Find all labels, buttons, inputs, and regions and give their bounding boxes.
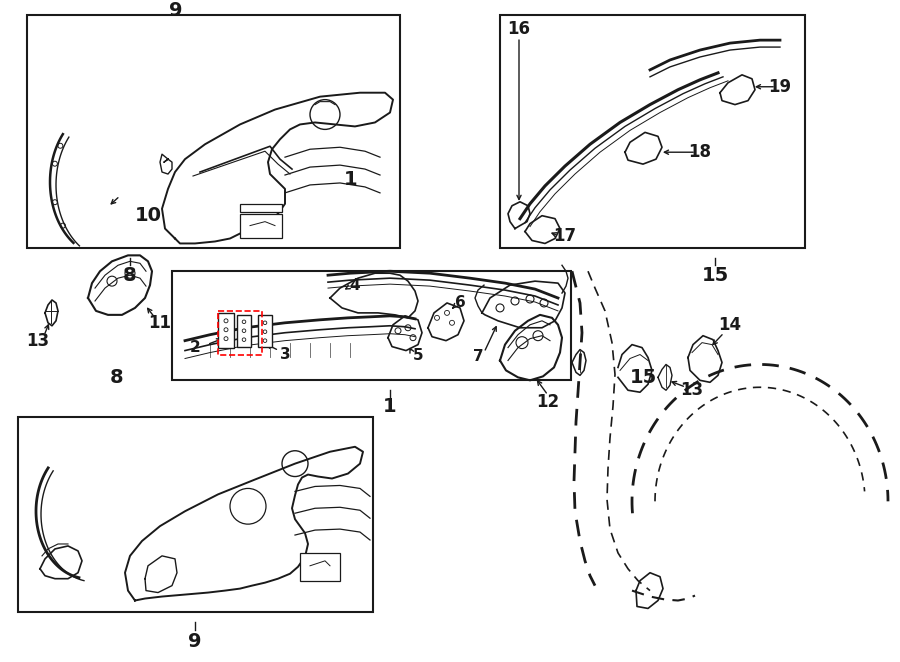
Text: 17: 17 <box>554 226 577 244</box>
Text: 2: 2 <box>190 340 201 355</box>
Text: 18: 18 <box>688 143 712 162</box>
Text: 1: 1 <box>383 397 397 416</box>
Bar <box>240 214 282 238</box>
Text: 9: 9 <box>169 1 182 20</box>
Text: 3: 3 <box>280 347 291 362</box>
Text: 14: 14 <box>718 316 742 334</box>
Text: 15: 15 <box>630 368 657 387</box>
Text: 12: 12 <box>536 393 560 411</box>
Text: 15: 15 <box>701 265 729 285</box>
Bar <box>300 553 340 581</box>
Bar <box>258 315 272 347</box>
Text: 19: 19 <box>769 77 792 96</box>
Text: 9: 9 <box>188 632 202 651</box>
Text: 13: 13 <box>26 332 50 350</box>
Bar <box>172 271 571 381</box>
Text: 11: 11 <box>148 314 172 332</box>
Bar <box>18 417 373 612</box>
Bar <box>237 315 251 347</box>
Bar <box>240 204 282 212</box>
Text: 7: 7 <box>472 349 483 364</box>
Text: 16: 16 <box>508 21 530 38</box>
Text: 8: 8 <box>123 265 137 285</box>
Text: 4: 4 <box>350 277 360 293</box>
Text: 13: 13 <box>680 381 704 399</box>
Text: 10: 10 <box>134 206 161 225</box>
Text: 1: 1 <box>344 170 358 189</box>
Bar <box>218 313 234 348</box>
Text: 5: 5 <box>413 348 423 363</box>
Bar <box>27 15 400 248</box>
Text: 8: 8 <box>110 368 124 387</box>
Bar <box>500 15 805 248</box>
Text: 6: 6 <box>454 295 465 310</box>
